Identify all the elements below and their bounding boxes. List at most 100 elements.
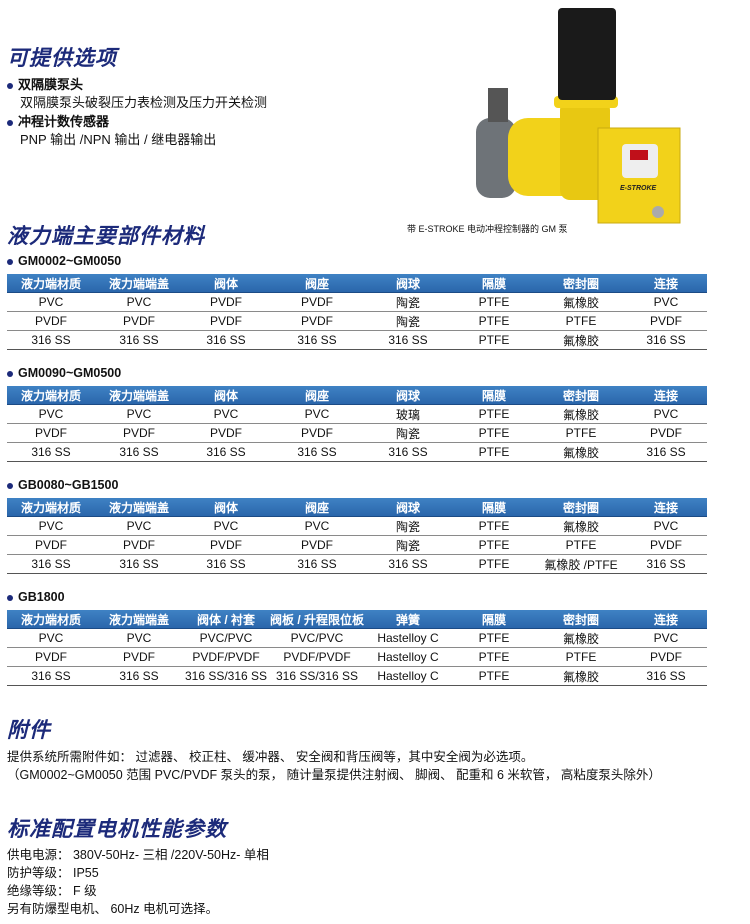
column-header: 隔膜: [451, 386, 537, 405]
table-cell: PVC: [95, 516, 183, 536]
table-header: 液力端材质 液力端端盖 阀体 阀座 阀球 隔膜 密封圈 连接: [7, 386, 707, 405]
motor-line-protection: 防护等级： IP55: [7, 866, 99, 880]
table-cell: PVDF: [183, 311, 269, 331]
accessories-line: 提供系统所需附件如： 过滤器、 校正柱、 缓冲器、 安全阀和背压阀等，其中安全阀…: [7, 750, 534, 764]
model-name: GB0080~GB1500: [18, 478, 119, 492]
table-cell: 316 SS: [625, 666, 707, 686]
option-desc: PNP 输出 /NPN 输出 / 继电器输出: [20, 132, 217, 147]
table-cell: PVDF: [183, 292, 269, 312]
table-cell: 316 SS: [183, 330, 269, 350]
table-cell: PVDF: [625, 535, 707, 555]
column-header: 阀体: [183, 274, 269, 293]
motor-line-insulation: 绝缘等级： F 级: [7, 884, 97, 898]
table-cell: PVDF: [7, 423, 95, 443]
table-cell: PVC/PVC: [269, 628, 365, 648]
bullet-icon: [7, 119, 13, 126]
column-header: 阀板 / 升程限位板: [269, 610, 365, 629]
materials-table: 液力端材质 液力端端盖 阀体 阀座 阀球 隔膜 密封圈 连接 PVC PVC PVC PVC 陶瓷 PTF…: [7, 498, 707, 574]
column-header: 液力端端盖: [95, 386, 183, 405]
table-cell: 氟橡胶: [537, 666, 625, 686]
option-item: 冲程计数传感器: [7, 111, 109, 130]
table-cell: 316 SS: [95, 666, 183, 686]
table-cell: PVC: [95, 404, 183, 424]
table-cell: PTFE: [451, 330, 537, 350]
column-header: 阀球: [365, 386, 451, 405]
table-cell: 316 SS: [95, 330, 183, 350]
table-cell: PTFE: [451, 292, 537, 312]
column-header: 阀座: [269, 386, 365, 405]
model-label: GM0002~GM0050: [7, 254, 707, 268]
material-group: GB0080~GB1500 液力端材质 液力端端盖 阀体 阀座 阀球 隔膜 密封圈 连接 PVC P…: [7, 478, 707, 574]
table-cell: 316 SS/316 SS: [269, 666, 365, 686]
motor-specs: 供电电源： 380V-50Hz- 三相 /220V-50Hz- 单相 防护等级：…: [7, 846, 269, 918]
table-row: 316 SS 316 SS 316 SS 316 SS 316 SS PTFE 氟橡胶 /P…: [7, 554, 707, 574]
pump-image: E-STROKE: [476, 8, 681, 224]
table-cell: PVDF: [7, 647, 95, 667]
table-header: 液力端材质 液力端端盖 阀体 / 衬套 阀板 / 升程限位板 弹簧 隔膜 密封圈 连接: [7, 610, 707, 629]
materials-title: 液力端主要部件材料: [7, 225, 205, 248]
table-cell: PTFE: [537, 535, 625, 555]
column-header: 弹簧: [365, 610, 451, 629]
table-cell: PVC: [269, 516, 365, 536]
column-header: 阀座: [269, 498, 365, 517]
option-label: 双隔膜泵头: [18, 77, 84, 92]
material-group: GB1800 液力端材质 液力端端盖 阀体 / 衬套 阀板 / 升程限位板 弹簧 隔膜 密封圈…: [7, 590, 707, 686]
table-cell: PVDF: [269, 535, 365, 555]
column-header: 连接: [625, 498, 707, 517]
column-header: 密封圈: [537, 498, 625, 517]
accessories-title: 附件: [7, 719, 51, 742]
column-header: 连接: [625, 386, 707, 405]
materials-table: 液力端材质 液力端端盖 阀体 / 衬套 阀板 / 升程限位板 弹簧 隔膜 密封圈 连接 PVC P…: [7, 610, 707, 686]
table-cell: PVC: [7, 292, 95, 312]
table-cell: PVC: [95, 292, 183, 312]
table-cell: 氟橡胶: [537, 330, 625, 350]
table-cell: 陶瓷: [365, 292, 451, 312]
table-row: PVC PVC PVDF PVDF 陶瓷 PTFE 氟橡胶 PVC: [7, 292, 707, 312]
table-row: 316 SS 316 SS 316 SS 316 SS 316 SS PTFE 氟橡胶 316…: [7, 442, 707, 462]
table-cell: PVDF: [95, 423, 183, 443]
table-cell: 陶瓷: [365, 311, 451, 331]
model-label: GM0090~GM0500: [7, 366, 707, 380]
table-cell: 316 SS: [625, 330, 707, 350]
column-header: 阀体: [183, 498, 269, 517]
column-header: 液力端材质: [7, 274, 95, 293]
table-cell: PVC: [7, 404, 95, 424]
table-cell: PVDF: [95, 535, 183, 555]
table-cell: 316 SS: [625, 554, 707, 574]
bullet-icon: [7, 482, 13, 489]
accessories-text: 提供系统所需附件如： 过滤器、 校正柱、 缓冲器、 安全阀和背压阀等，其中安全阀…: [7, 748, 661, 784]
table-cell: Hastelloy C: [365, 666, 451, 686]
column-header: 阀座: [269, 274, 365, 293]
accessories-line: （GM0002~GM0050 范围 PVC/PVDF 泵头的泵， 随计量泵提供注…: [7, 768, 661, 782]
table-cell: PTFE: [451, 442, 537, 462]
table-cell: PTFE: [451, 404, 537, 424]
table-cell: 氟橡胶: [537, 292, 625, 312]
table-cell: PTFE: [451, 666, 537, 686]
table-cell: 316 SS: [7, 442, 95, 462]
table-row: PVDF PVDF PVDF PVDF 陶瓷 PTFE PTFE PVDF: [7, 423, 707, 443]
table-row: 316 SS 316 SS 316 SS 316 SS 316 SS PTFE 氟橡胶 316…: [7, 330, 707, 350]
table-cell: PVC: [183, 516, 269, 536]
column-header: 液力端端盖: [95, 498, 183, 517]
table-cell: 316 SS: [365, 554, 451, 574]
table-cell: PVDF: [183, 535, 269, 555]
table-cell: PVDF: [95, 311, 183, 331]
table-cell: PVDF: [625, 423, 707, 443]
column-header: 液力端材质: [7, 386, 95, 405]
table-cell: PTFE: [451, 628, 537, 648]
table-cell: PVDF: [7, 311, 95, 331]
image-caption: 带 E-STROKE 电动冲程控制器的 GM 泵: [407, 224, 568, 234]
column-header: 液力端材质: [7, 498, 95, 517]
table-cell: PVDF: [625, 311, 707, 331]
table-cell: 氟橡胶: [537, 516, 625, 536]
table-row: 316 SS 316 SS 316 SS/316 SS 316 SS/316 SS Ha…: [7, 666, 707, 686]
table-row: PVDF PVDF PVDF PVDF 陶瓷 PTFE PTFE PVDF: [7, 311, 707, 331]
table-cell: PVDF: [625, 647, 707, 667]
model-name: GB1800: [18, 590, 65, 604]
table-row: PVC PVC PVC/PVC PVC/PVC Hastelloy C PTFE 氟橡胶 PV…: [7, 628, 707, 648]
table-cell: 316 SS: [365, 330, 451, 350]
table-cell: PVDF: [269, 311, 365, 331]
table-cell: PTFE: [451, 516, 537, 536]
table-cell: PVC: [95, 628, 183, 648]
table-cell: 陶瓷: [365, 516, 451, 536]
